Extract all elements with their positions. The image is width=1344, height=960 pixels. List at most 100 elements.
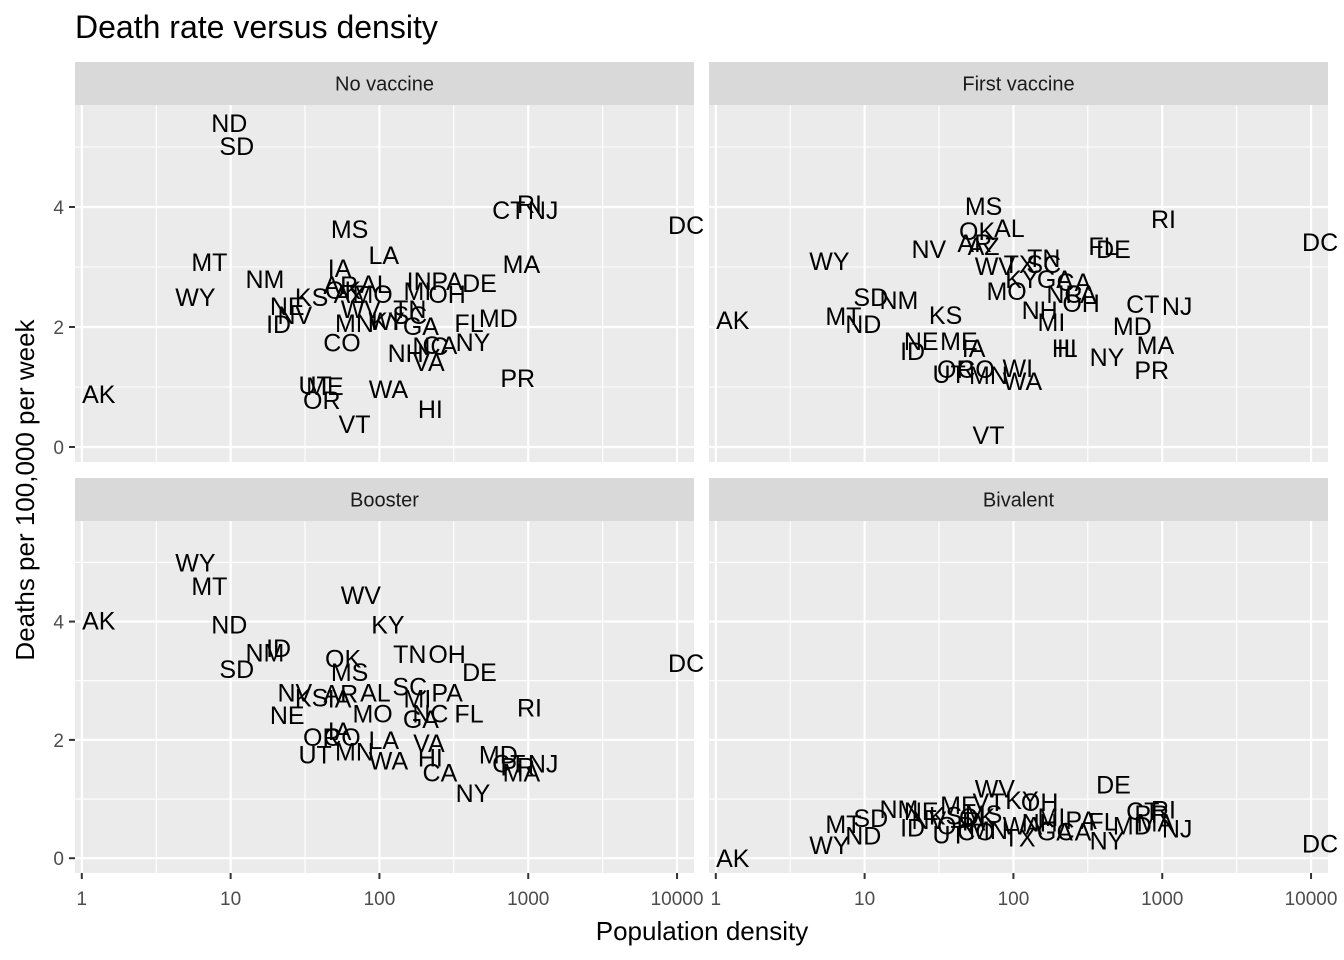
point-label: NH [1022, 810, 1058, 838]
point-label: KY [1005, 266, 1039, 294]
point-label: ID [266, 311, 291, 339]
point-label: SD [853, 805, 888, 833]
point-label: MA [1137, 810, 1175, 838]
point-label: CT [492, 751, 525, 779]
point-label: MD [479, 305, 518, 333]
x-tick-label: 10000 [1285, 889, 1338, 910]
x-axis-title: Population density [596, 916, 808, 946]
point-label: AK [716, 307, 750, 335]
point-label: NV [277, 302, 312, 330]
point-label: NH [1022, 297, 1058, 325]
point-label: LA [369, 727, 400, 755]
point-label: ME [306, 373, 344, 401]
point-label: WV [975, 775, 1016, 803]
point-label: SC [1026, 251, 1061, 279]
point-label: WY [809, 832, 850, 860]
point-label: FL [454, 700, 483, 728]
point-label: AZ [334, 281, 366, 309]
point-label: NE [904, 328, 939, 356]
point-label: MA [503, 759, 541, 787]
point-label: CO [323, 330, 361, 358]
point-label: RI [1151, 206, 1176, 234]
point-label: RI [517, 694, 542, 722]
point-label: OH [1062, 290, 1100, 318]
point-label: HI [1052, 335, 1077, 363]
point-label: TX [1004, 251, 1036, 279]
point-label: MD [1113, 813, 1152, 841]
point-label: WY [175, 284, 216, 312]
point-label: CA [1057, 269, 1092, 297]
point-label: IA [328, 685, 352, 713]
point-label: WA [1003, 368, 1043, 396]
point-label: NY [456, 780, 491, 808]
point-label: NM [879, 796, 918, 824]
point-label: WI [369, 308, 400, 336]
y-tick-label: 2 [53, 731, 64, 752]
point-label: MN [335, 739, 374, 767]
point-label: TN [393, 641, 426, 669]
point-label: PR [500, 365, 535, 393]
y-axis-title: Deaths per 100,000 per week [10, 318, 40, 660]
point-label: MI [1038, 309, 1066, 337]
x-tick-label: 1000 [507, 889, 549, 910]
point-label: UT [299, 742, 332, 770]
y-tick-label: 4 [53, 198, 64, 219]
point-label: MI [404, 685, 432, 713]
point-label: MA [1137, 332, 1175, 360]
point-label: MA [503, 251, 541, 279]
point-label: TN [393, 296, 426, 324]
point-label: KY [1005, 787, 1039, 815]
point-label: IA [962, 335, 986, 363]
point-label: GA [1037, 266, 1073, 294]
point-label: MN [969, 817, 1008, 845]
point-label: AK [82, 381, 116, 409]
point-label: CA [423, 759, 458, 787]
point-label: OK [959, 218, 995, 246]
point-label: KS [929, 803, 962, 831]
point-label: AK [716, 845, 750, 873]
point-label: MS [331, 216, 369, 244]
point-label: OH [428, 281, 466, 309]
point-label: OR [303, 724, 341, 752]
facet-strip-label: Bivalent [983, 490, 1055, 512]
point-label: AK [82, 607, 116, 635]
facet-strip [75, 62, 694, 105]
point-label: NC [412, 333, 448, 361]
y-tick-label: 4 [53, 613, 64, 634]
point-label: DE [1096, 236, 1131, 264]
point-label: AL [360, 680, 391, 708]
point-label: NJ [1162, 816, 1193, 844]
point-label: UT [933, 822, 966, 850]
point-label: PR [1134, 801, 1169, 829]
point-label: RI [1151, 797, 1176, 825]
point-label: WV [341, 296, 382, 324]
point-label: UT [933, 361, 966, 389]
point-label: NC [412, 700, 448, 728]
panel-background [709, 105, 1328, 462]
point-label: ND [211, 612, 247, 640]
panel-background [709, 521, 1328, 873]
x-tick-label: 1 [77, 889, 88, 910]
y-tick-label: 2 [53, 318, 64, 339]
point-label: CT [1126, 291, 1159, 319]
point-label: MS [965, 193, 1003, 221]
point-label: OR [937, 356, 975, 384]
point-label: IA [328, 255, 352, 283]
point-label: NM [245, 266, 284, 294]
point-label: NH [388, 340, 424, 368]
point-label: MS [965, 801, 1003, 829]
point-label: NV [277, 680, 312, 708]
point-label: MD [1113, 313, 1152, 341]
point-label: AL [360, 271, 391, 299]
point-label: IL [1057, 335, 1078, 363]
point-label: WV [341, 582, 382, 610]
point-label: VT [973, 422, 1005, 450]
point-label: IA [962, 809, 986, 837]
point-label: KY [371, 308, 405, 336]
point-label: DC [1302, 830, 1338, 858]
point-label: SC [392, 302, 427, 330]
point-label: WY [809, 248, 850, 276]
point-label: MN [335, 310, 374, 338]
